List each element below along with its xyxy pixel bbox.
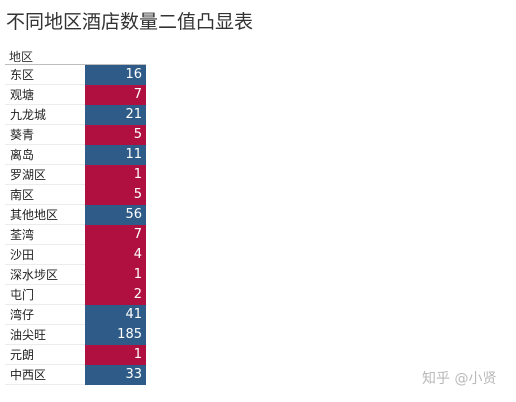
value-cell: 11 (85, 145, 146, 165)
table-row: 离岛 11 (5, 145, 146, 165)
table-row: 葵青 5 (5, 125, 146, 145)
value-cell: 5 (85, 185, 146, 205)
watermark: 知乎 @小贤 (422, 371, 497, 387)
row-label: 东区 (5, 65, 85, 85)
value-cell: 41 (85, 305, 146, 325)
row-label: 油尖旺 (5, 325, 85, 345)
highlight-table: 东区 16 观塘 7 九龙城 21 葵青 5 离岛 11 罗湖区 1 南区 5 其他地区 56 荃湾 7 沙田 4 深水… (5, 64, 146, 385)
table-row: 油尖旺 185 (5, 325, 146, 345)
value-cell: 56 (85, 205, 146, 225)
table-row: 罗湖区 1 (5, 165, 146, 185)
value-cell: 16 (85, 65, 146, 85)
value-cell: 4 (85, 245, 146, 265)
table-row: 中西区 33 (5, 365, 146, 385)
value-cell: 1 (85, 165, 146, 185)
table-row: 沙田 4 (5, 245, 146, 265)
row-label: 离岛 (5, 145, 85, 165)
value-cell: 1 (85, 265, 146, 285)
value-cell: 2 (85, 285, 146, 305)
row-label: 罗湖区 (5, 165, 85, 185)
value-cell: 5 (85, 125, 146, 145)
table-row: 东区 16 (5, 65, 146, 85)
table-row: 观塘 7 (5, 85, 146, 105)
table-row: 九龙城 21 (5, 105, 146, 125)
row-label: 南区 (5, 185, 85, 205)
row-label: 沙田 (5, 245, 85, 265)
row-label: 其他地区 (5, 205, 85, 225)
table-row: 南区 5 (5, 185, 146, 205)
value-cell: 21 (85, 105, 146, 125)
row-label: 九龙城 (5, 105, 85, 125)
table-row: 荃湾 7 (5, 225, 146, 245)
row-label: 观塘 (5, 85, 85, 105)
table-row: 屯门 2 (5, 285, 146, 305)
row-label: 湾仔 (5, 305, 85, 325)
value-cell: 7 (85, 225, 146, 245)
row-label: 葵青 (5, 125, 85, 145)
row-label: 深水埗区 (5, 265, 85, 285)
table-row: 其他地区 56 (5, 205, 146, 225)
chart-title: 不同地区酒店数量二值凸显表 (6, 11, 254, 33)
row-label: 荃湾 (5, 225, 85, 245)
value-cell: 7 (85, 85, 146, 105)
table-row: 湾仔 41 (5, 305, 146, 325)
row-label: 元朗 (5, 345, 85, 365)
value-cell: 33 (85, 365, 146, 385)
table-row: 元朗 1 (5, 345, 146, 365)
value-cell: 1 (85, 345, 146, 365)
value-cell: 185 (85, 325, 146, 345)
row-label: 屯门 (5, 285, 85, 305)
row-label: 中西区 (5, 365, 85, 385)
table-row: 深水埗区 1 (5, 265, 146, 285)
column-header: 地区 (9, 50, 34, 64)
